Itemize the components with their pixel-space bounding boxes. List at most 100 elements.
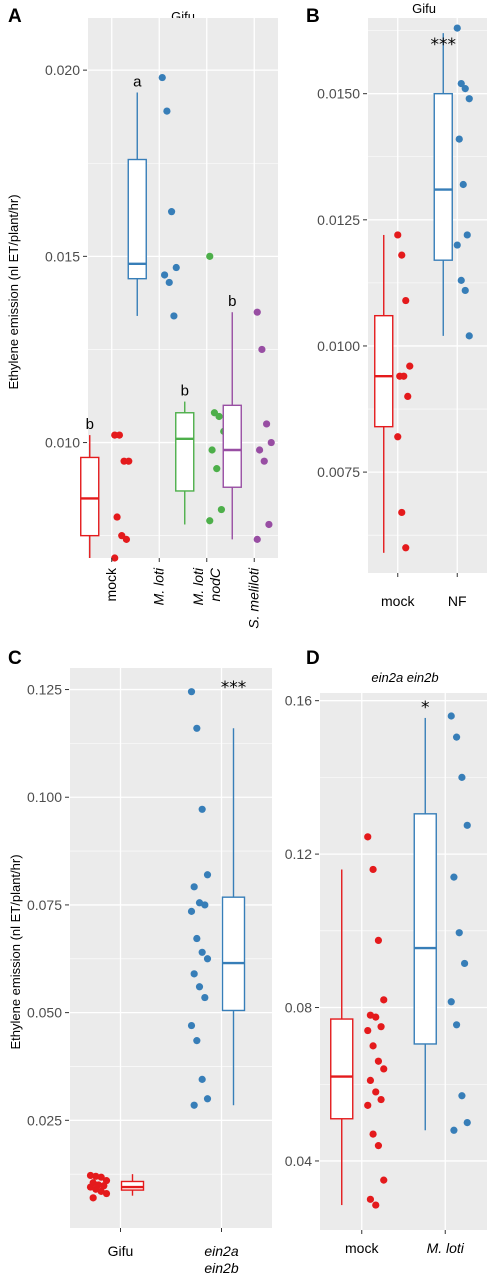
data-point	[190, 970, 198, 978]
data-point	[125, 457, 133, 465]
data-point	[172, 263, 180, 272]
data-point	[455, 135, 463, 143]
significance-stars: ***	[431, 35, 457, 55]
x-tick-label: ein2b	[204, 1260, 238, 1276]
data-point	[187, 1021, 196, 1030]
x-tick-label-line: mock	[103, 567, 119, 601]
y-tick-label: 0.0150	[317, 86, 360, 102]
data-point	[97, 1173, 105, 1181]
data-point	[394, 433, 402, 441]
x-tick-label: Gifu	[108, 1243, 134, 1259]
box-iqr	[222, 404, 242, 488]
data-point	[398, 508, 406, 517]
data-point	[372, 1013, 380, 1021]
x-tick-label: S. meliloti	[245, 567, 261, 629]
panel-C: C 0.025 0.050 0.075 0.100 0.125 Ethylene emiss…	[8, 648, 272, 1276]
y-tick-label: 0.0125	[317, 212, 360, 228]
box-iqr	[221, 896, 246, 1012]
data-point	[255, 446, 264, 454]
significance-stars: *	[421, 698, 430, 718]
data-point	[458, 1092, 466, 1100]
data-point	[377, 1023, 385, 1031]
data-point	[92, 1172, 100, 1180]
data-point	[447, 998, 455, 1006]
data-point	[465, 95, 473, 103]
x-tick-label-line: M. loti	[190, 567, 206, 605]
data-point	[364, 833, 372, 841]
data-point	[402, 296, 410, 305]
data-point	[89, 1194, 97, 1202]
data-point	[457, 276, 465, 284]
data-point	[187, 907, 196, 915]
data-point	[460, 959, 469, 968]
data-point	[198, 1075, 206, 1083]
box-iqr	[175, 412, 195, 492]
data-point	[372, 1088, 380, 1096]
data-point	[457, 79, 465, 88]
data-point	[193, 724, 201, 732]
y-tick-label: 0.125	[27, 682, 62, 698]
box-iqr	[413, 813, 437, 1045]
significance-stars: ***	[221, 678, 247, 698]
data-point	[198, 805, 206, 813]
data-point	[208, 446, 216, 454]
data-point	[206, 517, 214, 525]
data-point	[404, 392, 412, 401]
data-point	[203, 955, 212, 963]
data-point	[158, 73, 166, 82]
y-tick-label: 0.0100	[317, 338, 360, 354]
data-point	[190, 883, 198, 891]
data-point	[402, 544, 410, 552]
data-point	[369, 1130, 377, 1138]
data-point	[165, 278, 173, 287]
y-axis-label: Ethylene emission (nl ET/plant/hr)	[6, 194, 21, 389]
box-iqr	[80, 456, 100, 537]
data-point	[253, 535, 261, 543]
data-point	[461, 85, 469, 93]
box-iqr	[120, 1180, 145, 1191]
data-point	[265, 520, 273, 529]
data-point	[198, 948, 206, 956]
data-point	[461, 286, 469, 295]
data-point	[160, 271, 169, 279]
data-point	[111, 554, 119, 562]
y-axis-label: Ethylene emission (nl ET/plant/hr)	[8, 854, 23, 1049]
data-point	[115, 431, 124, 439]
data-point	[260, 457, 268, 465]
data-point	[201, 993, 209, 1002]
y-tick-label: 0.015	[45, 248, 80, 264]
data-point	[258, 345, 266, 354]
data-point	[459, 180, 467, 189]
data-point	[380, 1176, 388, 1184]
data-point	[253, 308, 261, 316]
panel-title: ein2a ein2b	[371, 670, 438, 685]
data-point	[406, 362, 414, 370]
x-tick-label-line: S. meliloti	[245, 567, 261, 629]
x-tick-label: NF	[448, 593, 467, 609]
data-point	[102, 1189, 111, 1198]
data-point	[262, 420, 271, 428]
box-iqr	[374, 314, 394, 428]
data-point	[400, 372, 408, 380]
data-point	[86, 1171, 95, 1180]
panel-label: D	[306, 648, 320, 669]
x-tick-label: M. lotinodC	[190, 567, 223, 605]
data-point	[463, 231, 471, 239]
significance-letter: b	[86, 416, 94, 433]
x-tick-label-line: nodC	[207, 567, 223, 601]
x-tick-label: M. loti	[150, 567, 166, 605]
data-point	[465, 332, 473, 340]
data-point	[206, 252, 214, 260]
x-tick-label: ein2a	[204, 1243, 238, 1259]
data-point	[447, 712, 455, 720]
box-iqr	[433, 92, 453, 261]
y-tick-label: 0.020	[45, 62, 80, 78]
y-tick-label: 0.0075	[317, 464, 360, 480]
significance-letter: b	[181, 383, 189, 400]
x-tick-label: mock	[103, 567, 119, 601]
significance-letter: b	[228, 293, 236, 310]
y-tick-label: 0.08	[285, 1000, 312, 1016]
data-point	[452, 1021, 461, 1029]
